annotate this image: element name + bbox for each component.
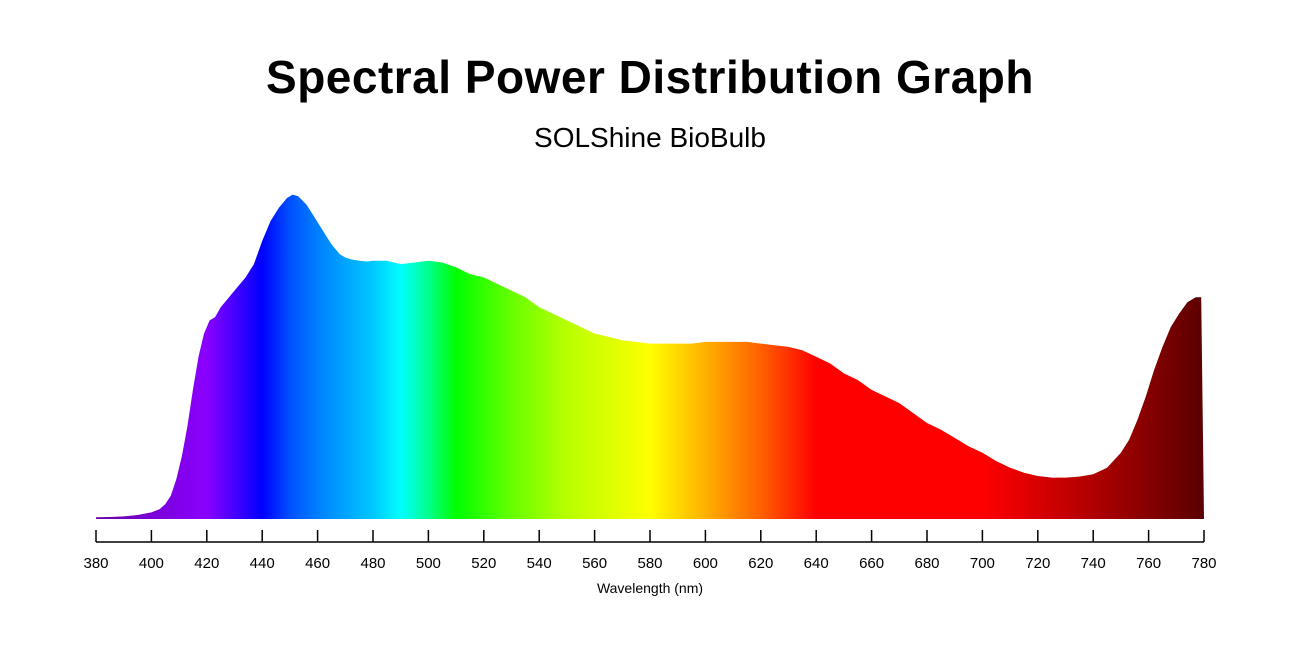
x-tick-label-420: 420 (194, 555, 219, 572)
x-tick-label-380: 380 (83, 555, 108, 572)
x-tick-label-580: 580 (637, 555, 662, 572)
x-tick-label-500: 500 (416, 555, 441, 572)
x-tick-label-440: 440 (250, 555, 275, 572)
x-tick-label-780: 780 (1191, 555, 1216, 572)
chart-subtitle: SOLShine BioBulb (534, 122, 766, 153)
x-tick-label-720: 720 (1025, 555, 1050, 572)
x-tick-label-680: 680 (914, 555, 939, 572)
x-tick-label-740: 740 (1081, 555, 1106, 572)
x-tick-label-640: 640 (804, 555, 829, 572)
x-tick-label-560: 560 (582, 555, 607, 572)
x-tick-label-600: 600 (693, 555, 718, 572)
x-tick-label-460: 460 (305, 555, 330, 572)
x-tick-label-760: 760 (1136, 555, 1161, 572)
spectrum-area-series-0 (96, 194, 1204, 519)
x-axis-label: Wavelength (nm) (597, 580, 703, 596)
x-tick-label-540: 540 (527, 555, 552, 572)
x-tick-label-700: 700 (970, 555, 995, 572)
x-tick-label-520: 520 (471, 555, 496, 572)
x-tick-label-400: 400 (139, 555, 164, 572)
chart-title: Spectral Power Distribution Graph (266, 51, 1034, 103)
x-tick-label-620: 620 (748, 555, 773, 572)
x-tick-label-660: 660 (859, 555, 884, 572)
x-tick-label-480: 480 (360, 555, 385, 572)
